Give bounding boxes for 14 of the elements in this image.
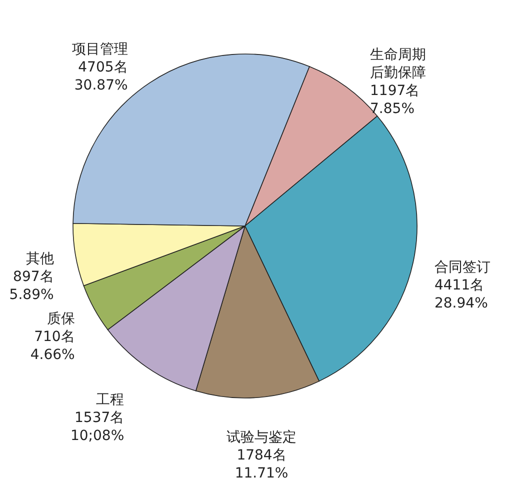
- data-label: 1197名 7.85%: [370, 82, 420, 117]
- data-label: 1784名 11.71%: [234, 447, 288, 482]
- slice-label: 其他: [26, 250, 54, 267]
- slice-label: 项目管理: [72, 41, 128, 58]
- slice-label: 合同签订: [434, 260, 490, 276]
- data-label: 1537名 10;08%: [70, 410, 124, 444]
- slice-label: 生命周期后勤保障: [370, 46, 426, 81]
- slice-label: 工程: [96, 392, 124, 408]
- slice-label: 质保: [46, 311, 75, 328]
- data-label: 710名 4.66%: [30, 329, 75, 364]
- data-label: 897名 5.89%: [9, 268, 54, 303]
- data-label: 4705名 30.87%: [74, 59, 128, 94]
- data-label: 4411名 28.94%: [434, 278, 488, 312]
- slice-label: 试验与鉴定: [226, 429, 297, 446]
